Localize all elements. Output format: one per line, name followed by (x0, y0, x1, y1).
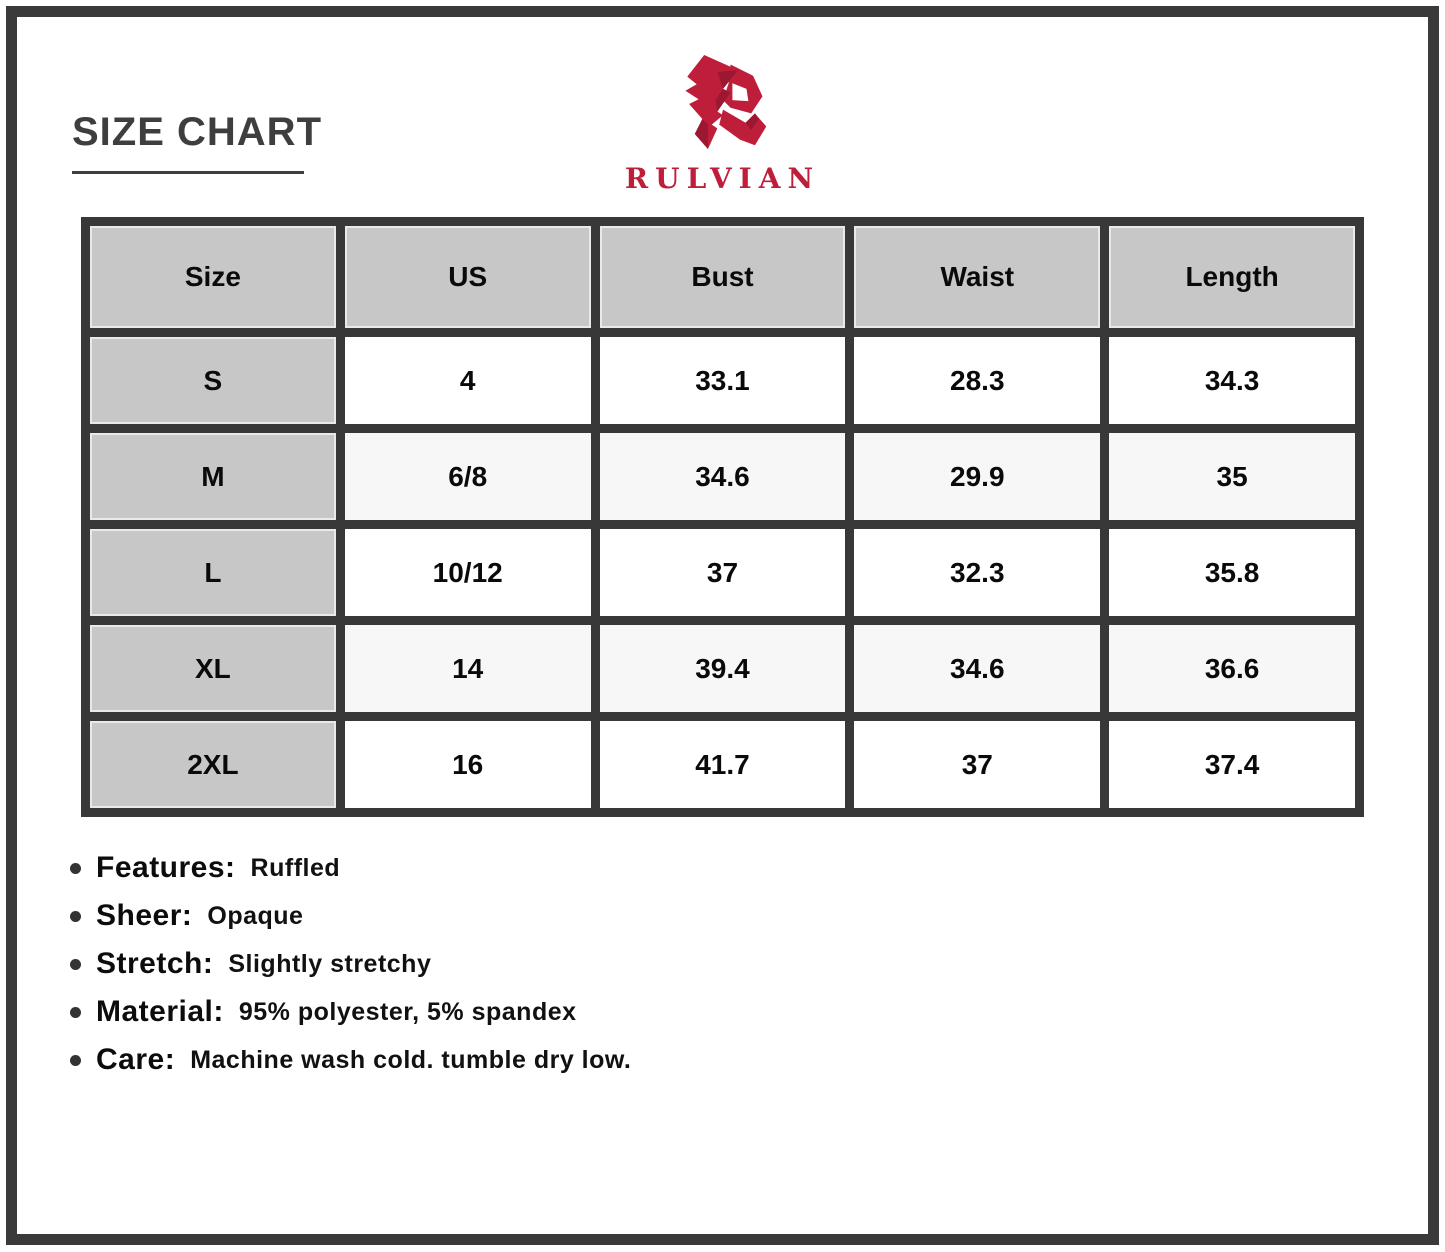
detail-value: 95% polyester, 5% spandex (238, 997, 577, 1026)
header-cell-length: Length (1100, 217, 1364, 337)
detail-label: Features: (96, 851, 236, 884)
size-table: Size US Bust Waist Length S 4 33.1 28.3 34.3 M 6/8… (81, 217, 1364, 817)
detail-value: Ruffled (250, 853, 341, 882)
measurement-cell: 14 (335, 616, 600, 721)
brand-logo: RULVIAN (563, 46, 883, 195)
detail-label: Care: (96, 1043, 176, 1076)
measurement-cell: 28.3 (845, 328, 1110, 433)
bullet-dot-icon (70, 1054, 81, 1066)
size-table-head: Size US Bust Waist Length (81, 217, 1364, 337)
header-cell-waist: Waist (845, 217, 1110, 337)
measurement-cell: 35.8 (1100, 520, 1364, 625)
detail-label: Sheer: (96, 899, 193, 932)
size-label-cell: S (81, 328, 345, 433)
header-cell-us: US (335, 217, 600, 337)
measurement-cell: 34.6 (845, 616, 1110, 721)
table-row: XL 14 39.4 34.6 36.6 (81, 616, 1364, 721)
header-cell-bust: Bust (590, 217, 855, 337)
detail-label: Material: (96, 995, 224, 1028)
bullet-dot-icon (70, 1006, 81, 1018)
detail-value: Slightly stretchy (228, 949, 432, 978)
size-table-header-row: Size US Bust Waist Length (81, 217, 1364, 337)
measurement-cell: 10/12 (335, 520, 600, 625)
measurement-cell: 34.6 (590, 424, 855, 529)
table-row: L 10/12 37 32.3 35.8 (81, 520, 1364, 625)
table-row: S 4 33.1 28.3 34.3 (81, 328, 1364, 433)
table-row: M 6/8 34.6 29.9 35 (81, 424, 1364, 529)
detail-value: Machine wash cold. tumble dry low. (190, 1045, 632, 1074)
bullet-dot-icon (70, 958, 81, 970)
measurement-cell: 41.7 (590, 712, 855, 817)
detail-item: Sheer: Opaque (70, 892, 631, 940)
table-row: 2XL 16 41.7 37 37.4 (81, 712, 1364, 817)
detail-item: Stretch: Slightly stretchy (70, 940, 631, 988)
measurement-cell: 33.1 (590, 328, 855, 433)
measurement-cell: 39.4 (590, 616, 855, 721)
measurement-cell: 37.4 (1100, 712, 1364, 817)
title-underline (72, 171, 304, 174)
detail-item: Care: Machine wash cold. tumble dry low. (70, 1036, 631, 1084)
header-cell-size: Size (81, 217, 345, 337)
detail-label: Stretch: (96, 947, 214, 980)
rulvian-r-monogram-icon (684, 55, 766, 150)
bullet-dot-icon (70, 862, 81, 874)
measurement-cell: 16 (335, 712, 600, 817)
measurement-cell: 36.6 (1100, 616, 1364, 721)
product-details-list: Features: Ruffled Sheer: Opaque Stretch: Slig… (70, 844, 631, 1084)
measurement-cell: 34.3 (1100, 328, 1364, 433)
bullet-dot-icon (70, 910, 81, 922)
measurement-cell: 6/8 (335, 424, 600, 529)
page-title: SIZE CHART (72, 110, 322, 154)
size-label-cell: 2XL (81, 712, 345, 817)
measurement-cell: 37 (590, 520, 855, 625)
detail-value: Opaque (207, 901, 304, 930)
measurement-cell: 35 (1100, 424, 1364, 529)
size-label-cell: M (81, 424, 345, 529)
measurement-cell: 32.3 (845, 520, 1110, 625)
size-table-body: S 4 33.1 28.3 34.3 M 6/8 34.6 29.9 35 L 10/12 37 32.3… (81, 328, 1364, 817)
detail-item: Features: Ruffled (70, 844, 631, 892)
measurement-cell: 37 (845, 712, 1110, 817)
measurement-cell: 29.9 (845, 424, 1110, 529)
measurement-cell: 4 (335, 328, 600, 433)
title-block: SIZE CHART (72, 110, 322, 174)
size-label-cell: L (81, 520, 345, 625)
size-label-cell: XL (81, 616, 345, 721)
brand-name: RULVIAN (624, 162, 821, 195)
detail-item: Material: 95% polyester, 5% spandex (70, 988, 631, 1036)
